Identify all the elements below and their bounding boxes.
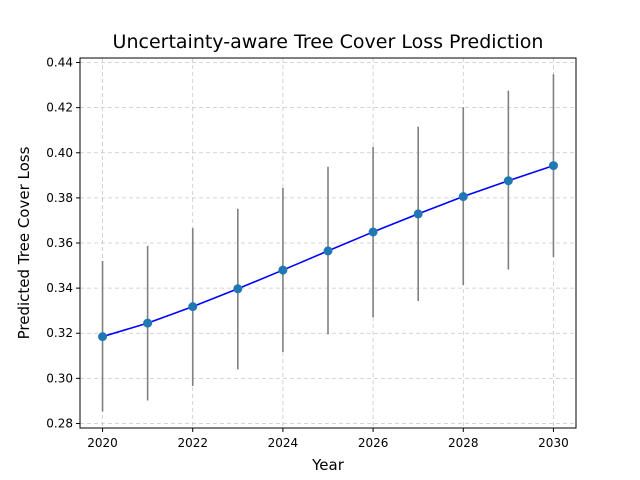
y-tick-label: 0.36 — [46, 236, 73, 250]
y-tick-label: 0.42 — [46, 101, 73, 115]
data-point — [368, 227, 378, 237]
x-tick-label: 2028 — [448, 436, 479, 450]
data-point — [188, 302, 198, 312]
y-tick-label: 0.28 — [46, 416, 73, 430]
data-point — [548, 161, 558, 171]
x-tick-label: 2020 — [87, 436, 118, 450]
data-point — [503, 176, 513, 186]
chart-title: Uncertainty-aware Tree Cover Loss Predic… — [113, 31, 544, 53]
data-point — [458, 192, 468, 202]
y-tick-label: 0.38 — [46, 191, 73, 205]
data-point — [413, 209, 423, 219]
y-tick-label: 0.34 — [46, 281, 73, 295]
y-axis: 0.28 0.30 0.32 0.34 0.36 0.38 0.40 0.42 0.44 — [46, 56, 80, 430]
x-tick-label: 2026 — [358, 436, 389, 450]
error-bars — [101, 74, 555, 412]
y-tick-label: 0.32 — [46, 326, 73, 340]
series-markers — [98, 161, 558, 342]
data-point — [278, 265, 288, 275]
data-point — [323, 246, 333, 256]
y-tick-label: 0.30 — [46, 371, 73, 385]
data-point — [98, 332, 108, 342]
y-axis-label: Predicted Tree Cover Loss — [15, 146, 33, 339]
y-tick-label: 0.44 — [46, 56, 73, 70]
x-axis: 2020 2022 2024 2026 2028 2030 — [87, 428, 569, 450]
data-point — [233, 284, 243, 294]
x-tick-label: 2024 — [268, 436, 299, 450]
x-axis-label: Year — [311, 456, 345, 474]
x-tick-label: 2022 — [177, 436, 208, 450]
data-point — [143, 318, 153, 328]
y-tick-label: 0.40 — [46, 146, 73, 160]
x-tick-label: 2030 — [538, 436, 569, 450]
